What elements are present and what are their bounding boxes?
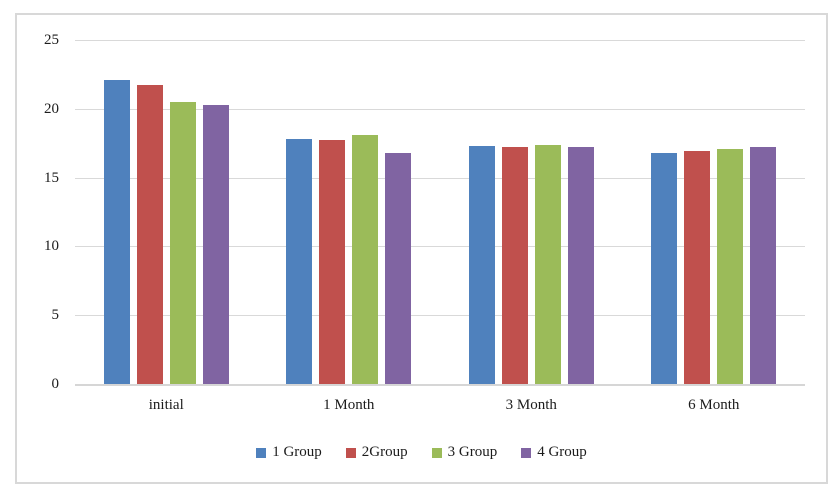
bar-3-month-series-3 xyxy=(534,145,561,384)
bar-initial-series-4 xyxy=(202,105,229,384)
bar-1-month-series-4 xyxy=(385,152,412,384)
legend-item-label: 3 Group xyxy=(447,444,498,460)
legend-item-3: 3 Group xyxy=(431,444,498,461)
y-axis-tick-label: 10 xyxy=(44,238,59,255)
bar-1-month-series-1 xyxy=(286,139,313,384)
gridline xyxy=(75,40,805,41)
legend-item-1: 1 Group xyxy=(256,444,322,461)
legend-item-label: 2Group xyxy=(361,444,408,460)
y-axis-tick-label: 25 xyxy=(44,32,59,48)
x-axis-category-label: initial xyxy=(148,397,184,413)
legend-item-4: 4 Group xyxy=(521,444,587,461)
bar-3-month-series-1 xyxy=(468,145,495,384)
bar-3-month-series-2 xyxy=(501,147,528,384)
y-axis-tick-label: 20 xyxy=(44,100,59,117)
gridline xyxy=(75,315,805,317)
x-axis-category-label: 3 Month xyxy=(505,397,557,413)
chart-frame: 0 5 10 15 20 25 initial 1 Month 3 Month 6 Month … xyxy=(15,13,828,484)
gridline xyxy=(75,108,805,110)
bar-3-month-series-4 xyxy=(567,147,594,384)
bar-1-month-series-3 xyxy=(352,134,379,384)
legend-marker-icon xyxy=(345,447,356,458)
x-axis-category-label: 1 Month xyxy=(323,397,375,413)
legend: 1 Group 2Group 3 Group 4 Group xyxy=(17,444,826,461)
plot-area xyxy=(75,40,805,386)
x-axis-category-label: 6 Month xyxy=(688,397,740,413)
legend-marker-icon xyxy=(256,447,267,458)
bar-6-month-series-1 xyxy=(651,152,678,384)
y-axis-tick-label: 5 xyxy=(51,307,60,324)
legend-item-2: 2Group xyxy=(345,444,408,461)
legend-item-label: 1 Group xyxy=(272,444,322,460)
legend-item-label: 4 Group xyxy=(537,444,587,460)
bar-1-month-series-2 xyxy=(319,140,346,384)
y-axis-tick-label: 0 xyxy=(51,376,60,392)
gridline xyxy=(75,246,805,248)
gridline xyxy=(75,177,805,179)
bar-6-month-series-2 xyxy=(684,151,711,384)
legend-marker-icon xyxy=(431,447,442,458)
y-axis-tick-label: 15 xyxy=(44,169,59,186)
bar-6-month-series-4 xyxy=(750,146,777,384)
bar-initial-series-3 xyxy=(169,101,196,384)
bar-initial-series-1 xyxy=(103,79,130,384)
bar-6-month-series-3 xyxy=(717,149,744,384)
legend-marker-icon xyxy=(521,447,532,458)
bar-initial-series-2 xyxy=(136,85,163,384)
